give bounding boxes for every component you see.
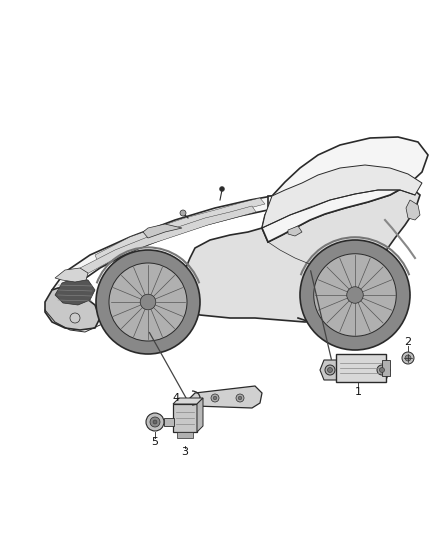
Circle shape bbox=[140, 294, 156, 310]
Text: 4: 4 bbox=[173, 393, 180, 403]
Circle shape bbox=[402, 352, 414, 364]
Circle shape bbox=[70, 313, 80, 323]
Polygon shape bbox=[188, 386, 262, 408]
Text: 2: 2 bbox=[404, 337, 412, 347]
Polygon shape bbox=[95, 198, 265, 262]
Circle shape bbox=[379, 367, 385, 373]
Circle shape bbox=[236, 394, 244, 402]
Polygon shape bbox=[80, 206, 256, 275]
Text: 3: 3 bbox=[181, 447, 188, 457]
Polygon shape bbox=[175, 185, 420, 322]
Polygon shape bbox=[262, 165, 422, 228]
Circle shape bbox=[96, 250, 200, 354]
Text: 5: 5 bbox=[152, 437, 159, 447]
Text: 1: 1 bbox=[354, 387, 361, 397]
Polygon shape bbox=[320, 360, 390, 380]
Polygon shape bbox=[197, 398, 203, 432]
Circle shape bbox=[238, 396, 242, 400]
Circle shape bbox=[180, 210, 186, 216]
Bar bbox=[382, 360, 390, 376]
Bar bbox=[177, 432, 193, 438]
Circle shape bbox=[377, 365, 387, 375]
Circle shape bbox=[150, 417, 160, 427]
Bar bbox=[173, 404, 197, 432]
Polygon shape bbox=[45, 288, 100, 330]
Polygon shape bbox=[262, 137, 428, 242]
Circle shape bbox=[328, 367, 332, 373]
Polygon shape bbox=[55, 278, 95, 305]
Bar bbox=[336, 354, 386, 382]
Bar bbox=[164, 418, 174, 426]
Circle shape bbox=[300, 240, 410, 350]
Polygon shape bbox=[52, 196, 272, 312]
Polygon shape bbox=[143, 224, 182, 238]
Polygon shape bbox=[406, 200, 420, 220]
Circle shape bbox=[109, 263, 187, 341]
Circle shape bbox=[405, 355, 411, 361]
Circle shape bbox=[347, 287, 363, 303]
Circle shape bbox=[325, 365, 335, 375]
Polygon shape bbox=[342, 256, 355, 262]
Circle shape bbox=[219, 187, 225, 191]
Circle shape bbox=[314, 254, 396, 336]
Circle shape bbox=[211, 394, 219, 402]
Polygon shape bbox=[173, 398, 203, 404]
Polygon shape bbox=[55, 268, 88, 282]
Circle shape bbox=[213, 396, 217, 400]
Circle shape bbox=[153, 420, 157, 424]
Circle shape bbox=[146, 413, 164, 431]
Polygon shape bbox=[288, 226, 302, 236]
